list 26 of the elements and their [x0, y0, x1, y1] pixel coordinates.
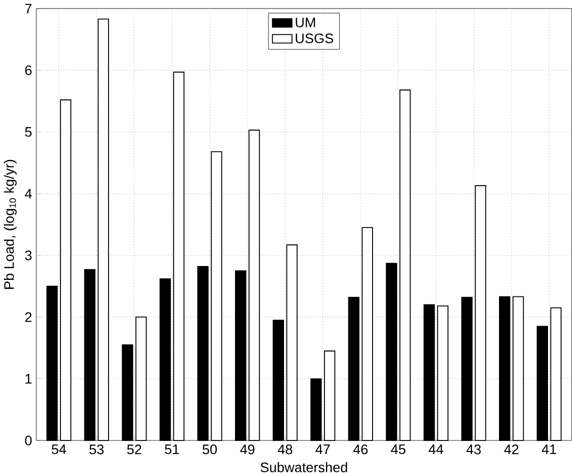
x-tick-label: 47: [316, 444, 330, 454]
x-tick-label: 45: [390, 444, 406, 454]
y-tick-label: 4: [24, 188, 32, 198]
x-tick-label: 53: [89, 444, 104, 454]
x-axis-title: Subwatershed: [260, 462, 348, 472]
x-tick-label: 54: [52, 444, 66, 454]
y-tick-label: 6: [25, 65, 32, 76]
x-tick-label: 48: [278, 444, 292, 454]
legend-label: USGS: [296, 33, 334, 44]
y-tick-label: 2: [25, 312, 32, 322]
x-tick-label: 46: [353, 444, 368, 454]
y-tick-label: 1: [26, 374, 32, 384]
y-tick-label: 0: [25, 436, 32, 446]
y-axis-title: Pb Load, (log$_{10}$ kg/yr): [4, 160, 17, 289]
x-tick-label: 49: [240, 444, 254, 454]
x-tick-label: 43: [466, 444, 481, 454]
y-tick-label: 3: [25, 250, 32, 260]
x-tick-label: 42: [504, 444, 518, 454]
x-tick-label: 41: [542, 444, 556, 454]
legend-label: UM: [296, 18, 316, 28]
x-tick-label: 52: [127, 444, 142, 454]
x-tick-label: 44: [428, 444, 444, 454]
x-tick-label: 50: [202, 444, 217, 454]
y-tick-label: 7: [25, 4, 32, 14]
y-tick-label: 5: [25, 127, 32, 137]
x-tick-label: 51: [164, 444, 179, 454]
